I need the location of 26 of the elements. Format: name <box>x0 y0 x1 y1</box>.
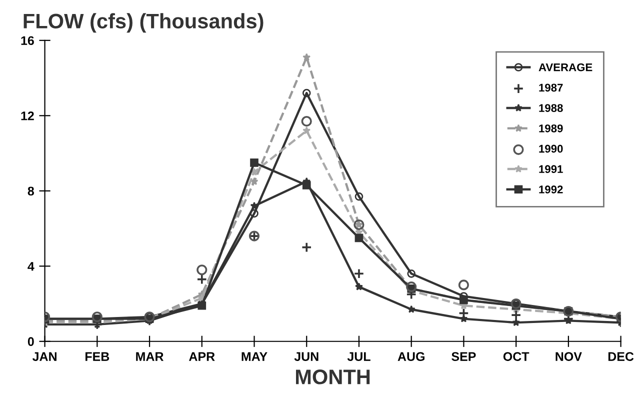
y-tick-label: 16 <box>21 36 34 46</box>
legend-label: 1991 <box>539 165 563 174</box>
chart-title: FLOW (cfs) (Thousands) <box>24 13 264 33</box>
x-tick-label: OCT <box>503 352 530 361</box>
legend-label: 1992 <box>539 186 563 194</box>
y-tick-label: 12 <box>21 111 34 120</box>
y-tick-label: 8 <box>28 186 34 196</box>
x-tick-label: FEB <box>86 352 110 361</box>
legend-label: 1987 <box>539 84 563 92</box>
legend-label: 1988 <box>539 104 563 112</box>
x-tick-label: JUL <box>347 352 370 361</box>
x-tick-label: MAR <box>136 352 164 361</box>
x-tick-label: JAN <box>32 352 56 361</box>
x-tick-label: AUG <box>398 352 424 361</box>
x-tick-label: SEP <box>452 352 476 361</box>
y-tick-label: 4 <box>28 262 34 271</box>
legend-label: 1989 <box>539 124 563 132</box>
x-axis-title: MONTH <box>296 370 370 384</box>
x-tick-label: MAY <box>242 352 268 361</box>
x-tick-label: APR <box>189 352 215 361</box>
x-tick-label: JUN <box>294 352 318 361</box>
x-tick-label: DEC <box>608 352 634 361</box>
legend-label: AVERAGE <box>538 63 592 72</box>
legend-label: 1990 <box>539 144 563 153</box>
x-tick-label: NOV <box>556 352 582 361</box>
y-tick-label: 0 <box>28 337 34 346</box>
